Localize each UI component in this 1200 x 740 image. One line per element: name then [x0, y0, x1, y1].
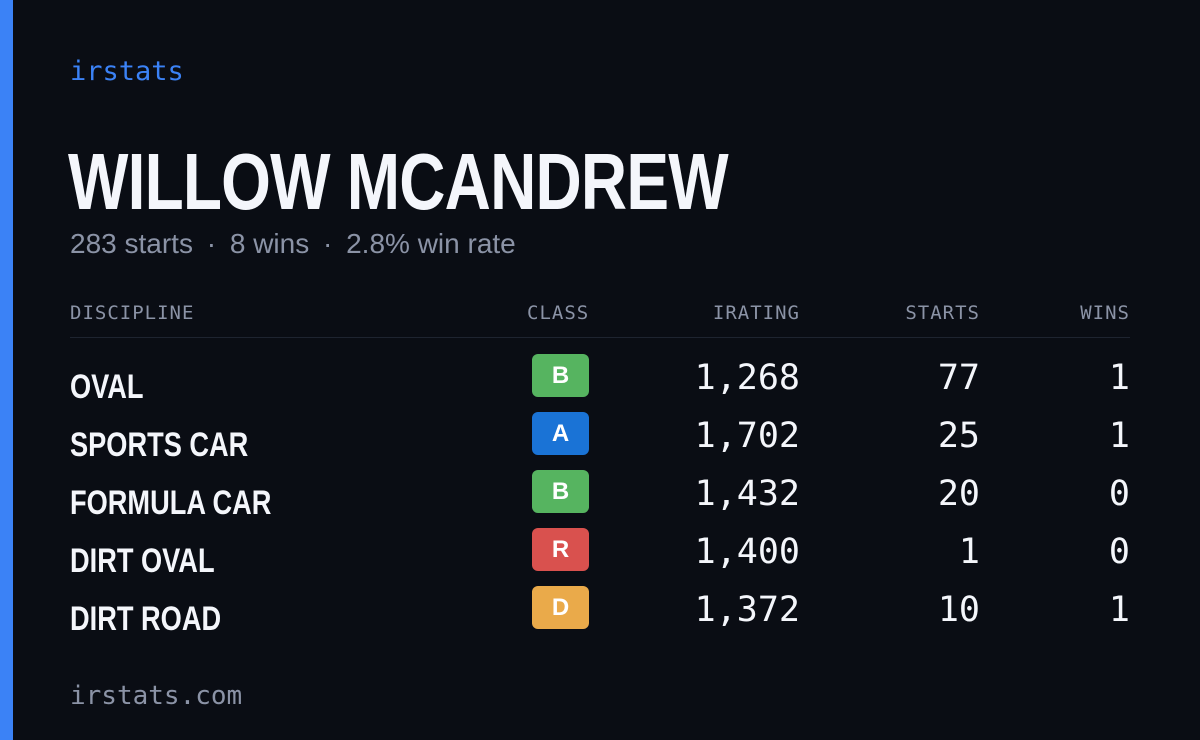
column-header-class: CLASS [527, 302, 590, 324]
starts-value: 1 [958, 532, 980, 572]
irating-value: 1,268 [694, 358, 800, 398]
starts-value: 77 [937, 358, 980, 398]
summary-separator: · [206, 228, 217, 259]
column-header-discipline: DISCIPLINE [70, 302, 195, 324]
irating-value: 1,400 [694, 532, 800, 572]
license-class-badge: R [532, 528, 589, 571]
wins-value: 1 [1108, 416, 1130, 456]
accent-bar [0, 0, 13, 740]
driver-summary: 283 starts · 8 wins · 2.8% win rate [70, 228, 516, 260]
header-divider [70, 337, 1130, 338]
win-rate-summary: 2.8% win rate [346, 228, 516, 259]
license-class-badge: A [532, 412, 589, 455]
summary-separator: · [323, 228, 333, 259]
license-class-badge: B [532, 470, 589, 513]
column-header-wins: WINS [1080, 302, 1130, 324]
driver-name: WILLOW MCANDREW [68, 137, 729, 226]
starts-value: 25 [937, 416, 980, 456]
column-header-starts: STARTS [905, 302, 980, 324]
footer-site-link[interactable]: irstats.com [70, 681, 243, 711]
wins-value: 0 [1108, 474, 1130, 514]
wins-value: 1 [1108, 358, 1130, 398]
table-row: OVAL B 1,268 77 1 [0, 354, 1200, 412]
starts-value: 10 [937, 590, 980, 630]
wins-value: 0 [1108, 532, 1130, 572]
brand-logo-text[interactable]: irstats [70, 56, 184, 87]
license-class-badge: D [532, 586, 589, 629]
wins-value: 1 [1108, 590, 1130, 630]
discipline-name: FORMULA CAR [70, 484, 272, 522]
column-header-irating: IRATING [712, 302, 800, 324]
irating-value: 1,432 [694, 474, 800, 514]
discipline-name: DIRT ROAD [70, 600, 222, 638]
discipline-name: OVAL [70, 368, 144, 406]
table-row: DIRT ROAD D 1,372 10 1 [0, 586, 1200, 644]
starts-summary: 283 starts [70, 228, 193, 259]
wins-summary: 8 wins [229, 228, 310, 259]
table-row: SPORTS CAR A 1,702 25 1 [0, 412, 1200, 470]
irating-value: 1,702 [694, 416, 800, 456]
table-row: DIRT OVAL R 1,400 1 0 [0, 528, 1200, 586]
starts-value: 20 [937, 474, 980, 514]
discipline-name: SPORTS CAR [70, 426, 249, 464]
table-row: FORMULA CAR B 1,432 20 0 [0, 470, 1200, 528]
irating-value: 1,372 [694, 590, 800, 630]
discipline-name: DIRT OVAL [70, 542, 215, 580]
license-class-badge: B [532, 354, 589, 397]
